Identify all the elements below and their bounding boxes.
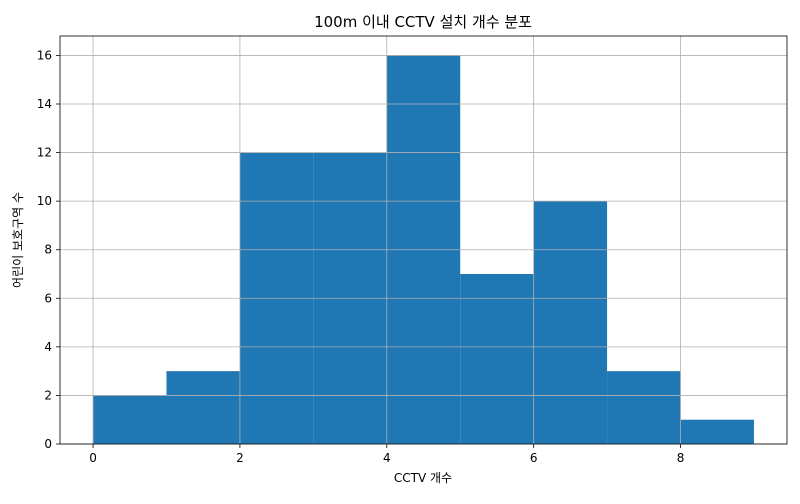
x-tick-label: 6 xyxy=(530,451,538,465)
plot-area: 0 2 4 6 8 0 2 4 6 8 10 12 14 16 xyxy=(37,35,788,465)
y-tick-label: 12 xyxy=(37,146,52,160)
y-tick-label: 10 xyxy=(37,194,52,208)
y-tick-label: 14 xyxy=(37,97,52,111)
histogram-bar-0 xyxy=(93,395,167,444)
y-tick-label: 8 xyxy=(44,243,52,257)
histogram-bar-6 xyxy=(533,201,608,444)
y-tick-label: 6 xyxy=(44,291,52,305)
chart-title: 100m 이내 CCTV 설치 개수 분포 xyxy=(314,13,532,31)
y-tick-label: 2 xyxy=(44,388,52,402)
histogram-bar-7 xyxy=(607,371,681,444)
x-tick-label: 0 xyxy=(89,451,97,465)
y-tick-label: 0 xyxy=(44,437,52,451)
axes-frame xyxy=(59,35,788,445)
x-tick-label: 4 xyxy=(383,451,391,465)
histogram-bar-8 xyxy=(680,419,754,444)
x-axis-label: CCTV 개수 xyxy=(394,471,452,485)
x-tick-label: 8 xyxy=(677,451,685,465)
histogram-bar-5 xyxy=(460,274,534,444)
y-tick-label: 4 xyxy=(44,340,52,354)
x-tick-label: 2 xyxy=(236,451,244,465)
histogram-bar-1 xyxy=(166,371,240,444)
y-tick-label: 16 xyxy=(37,48,52,62)
y-axis-label: 어린이 보호구역 수 xyxy=(11,192,25,288)
